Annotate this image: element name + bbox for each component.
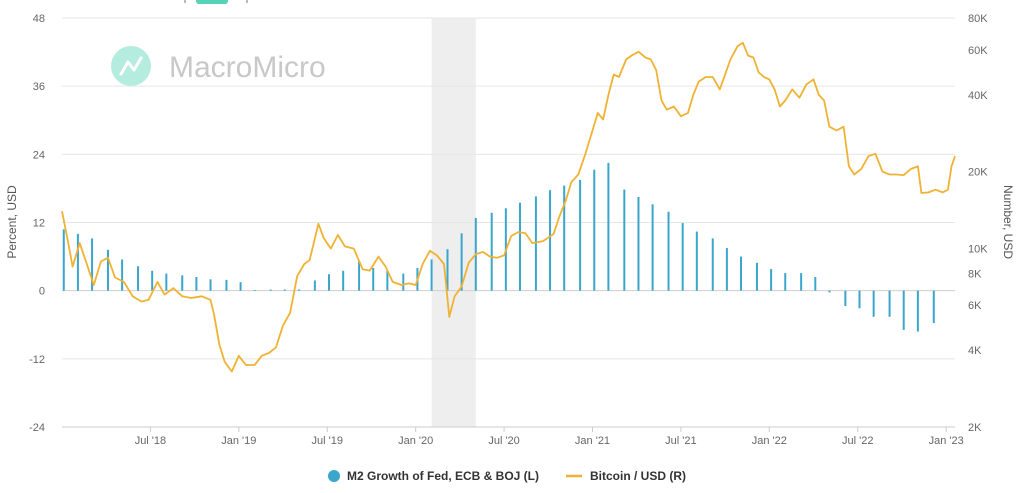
right-axis-tick-label: 80K bbox=[968, 13, 988, 25]
m2-growth-bar[interactable] bbox=[225, 279, 228, 291]
m2-growth-bar[interactable] bbox=[623, 189, 626, 291]
m2-growth-bar[interactable] bbox=[902, 290, 905, 330]
m2-growth-bar[interactable] bbox=[402, 273, 405, 291]
m2-growth-bar[interactable] bbox=[372, 267, 375, 291]
m2-growth-bar[interactable] bbox=[253, 290, 256, 291]
left-axis-tick-label: -24 bbox=[29, 422, 45, 434]
m2-growth-bar[interactable] bbox=[828, 290, 831, 293]
right-axis-tick-label: 4K bbox=[968, 345, 982, 357]
right-axis-title: Number, USD bbox=[1001, 185, 1015, 259]
m2-growth-bar[interactable] bbox=[534, 196, 537, 291]
m2-growth-bar[interactable] bbox=[137, 266, 140, 291]
m2-growth-bar[interactable] bbox=[121, 259, 124, 291]
top-selector-mark bbox=[246, 0, 248, 3]
x-axis-tick-label: Jan '23 bbox=[929, 435, 964, 447]
x-axis-tick-label: Jul '22 bbox=[842, 435, 873, 447]
x-axis-tick-label: Jul '20 bbox=[488, 435, 519, 447]
m2-growth-bar[interactable] bbox=[106, 249, 109, 291]
m2-growth-bar[interactable] bbox=[91, 238, 94, 291]
watermark-text: MacroMicro bbox=[169, 51, 326, 84]
x-axis-tick-label: Jul '19 bbox=[312, 435, 343, 447]
m2-growth-bar[interactable] bbox=[711, 238, 714, 291]
right-axis-tick-label: 10K bbox=[968, 244, 988, 256]
legend-item-bitcoin[interactable]: Bitcoin / USD (R) bbox=[566, 469, 686, 483]
right-axis-tick-label: 20K bbox=[968, 167, 988, 179]
left-axis-tick-label: 0 bbox=[39, 286, 45, 298]
m2-growth-bar[interactable] bbox=[151, 270, 154, 291]
m2-growth-bar[interactable] bbox=[518, 202, 521, 291]
legend-label-m2: M2 Growth of Fed, ECB & BOJ (L) bbox=[347, 469, 539, 483]
top-selector-mark bbox=[184, 0, 186, 3]
x-axis-tick-label: Jan '20 bbox=[398, 435, 433, 447]
m2-growth-bar[interactable] bbox=[181, 275, 184, 291]
m2-growth-bar[interactable] bbox=[932, 290, 935, 324]
m2-growth-bar[interactable] bbox=[888, 290, 891, 317]
legend-label-bitcoin: Bitcoin / USD (R) bbox=[590, 469, 686, 483]
m2-growth-bar[interactable] bbox=[549, 190, 552, 291]
m2-growth-bar[interactable] bbox=[579, 179, 582, 291]
m2-growth-bar[interactable] bbox=[593, 169, 596, 291]
watermark: MacroMicro bbox=[111, 46, 326, 86]
m2-growth-bar[interactable] bbox=[740, 256, 743, 291]
left-axis-tick-label: 24 bbox=[33, 149, 45, 161]
legend-item-m2[interactable]: M2 Growth of Fed, ECB & BOJ (L) bbox=[328, 469, 539, 483]
macromicro-logo-glyph bbox=[119, 56, 143, 76]
right-axis-tick-label: 8K bbox=[968, 268, 982, 280]
m2-growth-bar[interactable] bbox=[297, 289, 300, 291]
left-axis-tick-label: -12 bbox=[29, 354, 45, 366]
right-axis-tick-label: 60K bbox=[968, 45, 988, 57]
m2-growth-bar[interactable] bbox=[386, 270, 389, 291]
m2-growth-bar[interactable] bbox=[725, 248, 728, 291]
m2-growth-bar[interactable] bbox=[76, 233, 79, 291]
m2-growth-bar[interactable] bbox=[165, 273, 168, 291]
right-axis-tick-label: 2K bbox=[968, 422, 982, 434]
x-axis-tick-label: Jan '19 bbox=[221, 435, 256, 447]
legend-marker-circle bbox=[328, 470, 340, 482]
right-axis-tick-label: 40K bbox=[968, 90, 988, 102]
left-axis-tick-label: 36 bbox=[33, 81, 45, 93]
m2-growth-bar[interactable] bbox=[283, 289, 286, 291]
m2-growth-bar[interactable] bbox=[667, 211, 670, 291]
m2-growth-bar[interactable] bbox=[814, 277, 817, 291]
m2-growth-bar[interactable] bbox=[430, 259, 433, 291]
m2-growth-bar[interactable] bbox=[195, 277, 198, 291]
legend: M2 Growth of Fed, ECB & BOJ (L) Bitcoin … bbox=[328, 469, 686, 483]
x-axis-tick-label: Jan '22 bbox=[752, 435, 787, 447]
m2-growth-bar[interactable] bbox=[651, 204, 654, 291]
m2-growth-bar[interactable] bbox=[607, 162, 610, 291]
m2-growth-bar[interactable] bbox=[770, 269, 773, 291]
m2-growth-bar[interactable] bbox=[637, 196, 640, 291]
m2-growth-bar[interactable] bbox=[269, 289, 272, 291]
m2-growth-bar[interactable] bbox=[490, 212, 493, 291]
m2-growth-bar[interactable] bbox=[695, 231, 698, 291]
m2-growth-bar[interactable] bbox=[755, 262, 758, 291]
left-axis-tick-label: 48 bbox=[33, 13, 45, 25]
m2-growth-bar[interactable] bbox=[446, 249, 449, 291]
m2-growth-bar[interactable] bbox=[844, 290, 847, 307]
m2-growth-bar[interactable] bbox=[916, 290, 919, 332]
m2-growth-bar[interactable] bbox=[358, 261, 361, 291]
m2-growth-bar[interactable] bbox=[62, 229, 65, 291]
x-axis-tick-label: Jul '21 bbox=[665, 435, 696, 447]
m2-growth-bar[interactable] bbox=[460, 233, 463, 291]
m2-growth-bar[interactable] bbox=[872, 290, 875, 317]
m2-growth-bar[interactable] bbox=[681, 223, 684, 291]
m2-growth-bar[interactable] bbox=[800, 273, 803, 291]
m2-growth-bar[interactable] bbox=[328, 274, 331, 291]
x-axis-tick-label: Jan '21 bbox=[575, 435, 610, 447]
m2-growth-bar[interactable] bbox=[563, 185, 566, 291]
x-axis-tick-label: Jul '18 bbox=[135, 435, 166, 447]
left-axis-tick-label: 12 bbox=[33, 218, 45, 230]
m2-growth-bar[interactable] bbox=[342, 270, 345, 291]
m2-growth-bar[interactable] bbox=[858, 290, 861, 309]
m2-growth-bar[interactable] bbox=[209, 279, 212, 291]
m2-growth-bar[interactable] bbox=[784, 273, 787, 291]
right-axis-tick-label: 6K bbox=[968, 300, 982, 312]
m2-growth-bar[interactable] bbox=[313, 280, 316, 291]
top-selector-highlight[interactable] bbox=[196, 0, 228, 4]
bitcoin-price-line[interactable] bbox=[61, 41, 956, 373]
m2-growth-bar[interactable] bbox=[239, 282, 242, 291]
left-axis-title: Percent, USD bbox=[5, 185, 19, 259]
